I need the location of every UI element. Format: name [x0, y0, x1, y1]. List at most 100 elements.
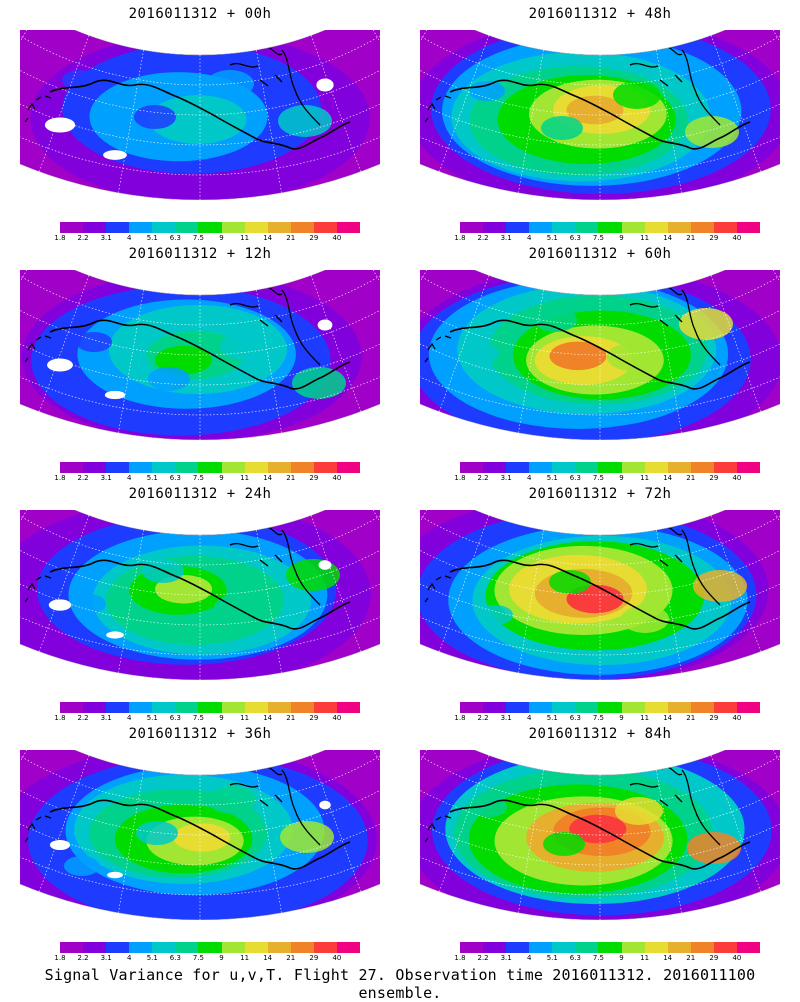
colorbar-swatch [460, 462, 484, 473]
parallel-line [420, 292, 780, 356]
panel-title: 2016011312 + 84h [528, 726, 672, 742]
colorbar-tick-label: 5.1 [146, 714, 158, 722]
colorbar-tick-label: 29 [309, 714, 319, 722]
colorbar: 1.8 2.2 3.1 4 5.1 6.3 7.5 9 11 14 21 29 40 [454, 222, 761, 248]
colorbar-swatch [336, 462, 361, 473]
variance-map [420, 750, 780, 920]
parallel-line [420, 77, 780, 146]
colorbar-swatch [198, 942, 222, 953]
parallel-line [20, 342, 380, 416]
colorbar-swatch [552, 702, 576, 713]
colorbar-tick-label: 4 [526, 234, 532, 242]
colorbar-tick-label: 2.2 [477, 954, 489, 962]
colorbar-swatch [644, 222, 668, 233]
coastline [49, 79, 351, 150]
colorbar-tick-label: 14 [663, 474, 673, 482]
colorbar-swatch [598, 462, 622, 473]
no-data-patch [316, 78, 334, 92]
colorbar-swatch [336, 702, 361, 713]
variance-patch [70, 594, 106, 614]
colorbar-tick-label: 14 [663, 714, 673, 722]
colorbar-swatch [60, 222, 84, 233]
coastline-islands [24, 335, 52, 363]
colorbar-tick-label: 14 [663, 234, 673, 242]
colorbar-tick-label: 3.1 [500, 474, 512, 482]
colorbar-swatch [690, 702, 714, 713]
parallel-line [20, 750, 380, 806]
colorbar-swatch [152, 222, 176, 233]
colorbar-tick-label: 3.1 [500, 234, 512, 242]
colorbar-tick-label: 2.2 [477, 474, 489, 482]
colorbar-swatch [267, 462, 291, 473]
colorbar-swatch [290, 942, 314, 953]
colorbar-tick-label: 9 [219, 714, 224, 722]
colorbar-ticks: 1.8 2.2 3.1 4 5.1 6.3 7.5 9 11 14 21 29 40 [454, 713, 760, 725]
colorbar-tick-label: 29 [309, 954, 319, 962]
colorbar-tick-label: 11 [640, 234, 650, 242]
colorbar-tick-label: 11 [240, 474, 250, 482]
forecast-panel: 2016011312 + 36h 1.8 2.2 3.1 4 5.1 6.3 7.5 9 11 14… [0, 720, 400, 962]
variance-contour [173, 823, 231, 852]
panel-title: 2016011312 + 72h [528, 486, 672, 502]
colorbar-tick-label: 9 [219, 954, 224, 962]
colorbar-swatch [267, 222, 291, 233]
colorbar-swatch [198, 462, 222, 473]
colorbar-tick-label: 5.1 [146, 234, 158, 242]
variance-patch [685, 116, 739, 148]
colorbar-swatch [221, 222, 245, 233]
map-outline [420, 30, 780, 200]
colorbar-tick-label: 40 [732, 234, 742, 242]
coastline-islands [24, 815, 52, 843]
colorbar-ticks: 1.8 2.2 3.1 4 5.1 6.3 7.5 9 11 14 21 29 40 [54, 713, 360, 725]
colorbar-tick-label: 7.5 [592, 474, 605, 482]
colorbar-tick-label: 40 [732, 474, 742, 482]
colorbar-tick-label: 1.8 [54, 474, 66, 482]
colorbar-swatch [644, 942, 668, 953]
variance-patch [613, 81, 661, 109]
colorbar-tick-label: 6.3 [569, 714, 581, 722]
colorbar-tick-label: 14 [263, 954, 273, 962]
colorbar-tick-label: 7.5 [592, 234, 605, 242]
colorbar-tick-label: 9 [619, 954, 624, 962]
map-outline [20, 30, 380, 200]
colorbar-swatch [106, 462, 130, 473]
colorbar-tick-label: 4 [126, 954, 132, 962]
parallel-line [20, 270, 380, 326]
colorbar-swatch [106, 702, 130, 713]
colorbar-swatch [290, 702, 314, 713]
colorbar-swatch [106, 942, 130, 953]
colorbar: 1.8 2.2 3.1 4 5.1 6.3 7.5 9 11 14 21 29 40 [54, 222, 361, 248]
colorbar-swatch [221, 942, 245, 953]
colorbar-tick-label: 29 [309, 474, 319, 482]
colorbar-swatch [152, 462, 176, 473]
colorbar-swatch [244, 942, 268, 953]
colorbar-ticks: 1.8 2.2 3.1 4 5.1 6.3 7.5 9 11 14 21 29 40 [454, 473, 760, 485]
variance-patch [206, 70, 254, 98]
colorbar-tick-label: 40 [332, 474, 342, 482]
colorbar-swatch [83, 222, 107, 233]
colorbar-swatch [290, 222, 314, 233]
parallel-line [420, 510, 780, 566]
colorbar-swatch [506, 462, 530, 473]
colorbar-swatches [60, 222, 361, 233]
colorbar: 1.8 2.2 3.1 4 5.1 6.3 7.5 9 11 14 21 29 40 [454, 702, 761, 728]
colorbar-tick-label: 11 [240, 234, 250, 242]
variance-map [20, 30, 380, 200]
colorbar-swatch [667, 942, 691, 953]
colorbar-swatch [313, 702, 337, 713]
colorbar-swatch [267, 942, 291, 953]
parallel-line [20, 797, 380, 866]
colorbar-tick-label: 14 [263, 714, 273, 722]
colorbar-tick-label: 11 [640, 474, 650, 482]
variance-patch [463, 343, 499, 363]
colorbar-swatch [552, 462, 576, 473]
colorbar-swatch [667, 462, 691, 473]
colorbar-swatch [221, 702, 245, 713]
colorbar-tick-label: 21 [286, 954, 296, 962]
colorbar-tick-label: 4 [126, 714, 132, 722]
colorbar-swatch [598, 222, 622, 233]
variance-map [20, 750, 380, 920]
colorbar-tick-label: 6.3 [569, 954, 581, 962]
no-data-patch [44, 117, 76, 133]
parallel-line [420, 797, 780, 866]
